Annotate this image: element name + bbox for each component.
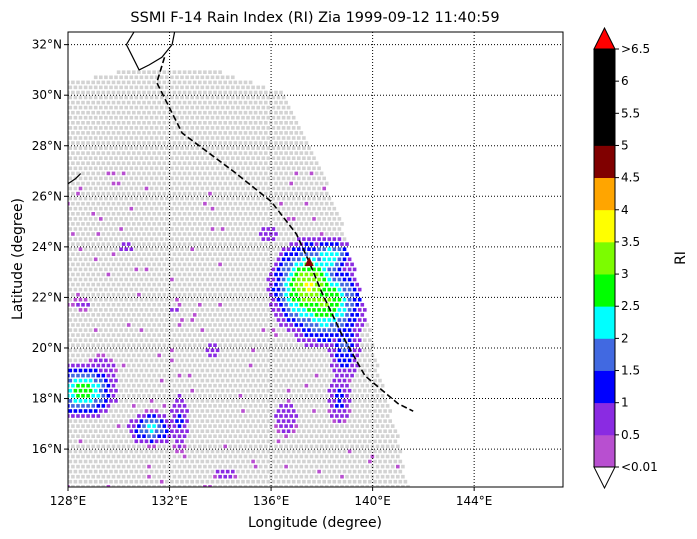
colorbar-tick-label: <0.01 — [621, 460, 658, 474]
colorbar-swatch — [594, 49, 615, 82]
y-tick-label: 26°N — [32, 189, 62, 203]
colorbar-over-arrow — [593, 26, 616, 50]
colorbar-tick-label: 3 — [621, 267, 629, 281]
x-tick-label: 136°E — [253, 494, 290, 508]
colorbar-swatch — [594, 177, 615, 211]
storm-track — [155, 57, 414, 412]
y-axis-ticks: 16°N 18°N 20°N 22°N 24°N 26°N 28°N 30°N 32°N — [32, 38, 68, 456]
colorbar-swatch — [594, 113, 615, 146]
colorbar-swatch — [594, 81, 615, 114]
x-axis-label: Longitude (degree) — [248, 515, 382, 531]
colorbar-swatch — [594, 241, 615, 275]
colorbar-tick-label: 6 — [621, 74, 629, 88]
colorbar-swatch — [594, 370, 615, 404]
colorbar-frame — [593, 48, 616, 468]
colorbar-tick-label: 4.5 — [621, 171, 640, 185]
x-axis-ticks: 128°E 132°E 136°E 140°E 144°E — [50, 487, 493, 508]
x-tick-label: 132°E — [151, 494, 188, 508]
y-tick-label: 32°N — [32, 38, 62, 52]
plot-area — [67, 31, 564, 488]
plot-frame — [67, 31, 564, 488]
x-tick-label: 140°E — [354, 494, 391, 508]
y-axis-label: Latitude (degree) — [10, 198, 26, 320]
y-tick-label: 28°N — [32, 139, 62, 153]
colorbar-tick-label: 2.5 — [621, 299, 640, 313]
colorbar-tick-label: 0.5 — [621, 428, 640, 442]
colorbar-swatch — [594, 402, 615, 436]
storm-center-marker — [304, 257, 314, 267]
x-tick-label: 144°E — [456, 494, 493, 508]
colorbar-tick-label: 5.5 — [621, 106, 640, 120]
swath-pixels — [68, 70, 410, 487]
colorbar-swatch — [594, 306, 615, 339]
colorbar-tick-label: 3.5 — [621, 235, 640, 249]
colorbar-tick-label: 1 — [621, 396, 629, 410]
y-tick-label: 24°N — [32, 240, 62, 254]
colorbar-swatch — [594, 338, 615, 371]
coastline-segment — [68, 173, 82, 185]
colorbar-swatch — [594, 434, 615, 468]
colorbar-under-arrow — [593, 466, 616, 490]
colorbar-tick-label: 5 — [621, 138, 629, 152]
colorbar-tick-label: >6.5 — [621, 42, 650, 56]
colorbar-tick-label: 2 — [621, 331, 629, 345]
colorbar-swatch — [594, 209, 615, 243]
coastline — [68, 32, 176, 185]
y-tick-label: 30°N — [32, 88, 62, 102]
colorbar-tick-label: 4 — [621, 203, 629, 217]
y-tick-label: 22°N — [32, 290, 62, 304]
colorbar: <0.01 0.5 1 1.5 2 2.5 3 3.5 4 4.5 5 5.5 6 >6.5 — [593, 26, 658, 490]
y-tick-label: 18°N — [32, 392, 62, 406]
colorbar-label: RI — [673, 251, 689, 265]
chart-title: SSMI F-14 Rain Index (RI) Zia 1999-09-12… — [130, 10, 499, 26]
colorbar-tick-label: 1.5 — [621, 364, 640, 378]
colorbar-swatch — [594, 274, 615, 307]
x-tick-label: 128°E — [50, 494, 87, 508]
y-tick-label: 20°N — [32, 341, 62, 355]
y-tick-label: 16°N — [32, 442, 62, 456]
colorbar-swatch — [594, 145, 615, 179]
coastline-segment — [125, 32, 176, 71]
